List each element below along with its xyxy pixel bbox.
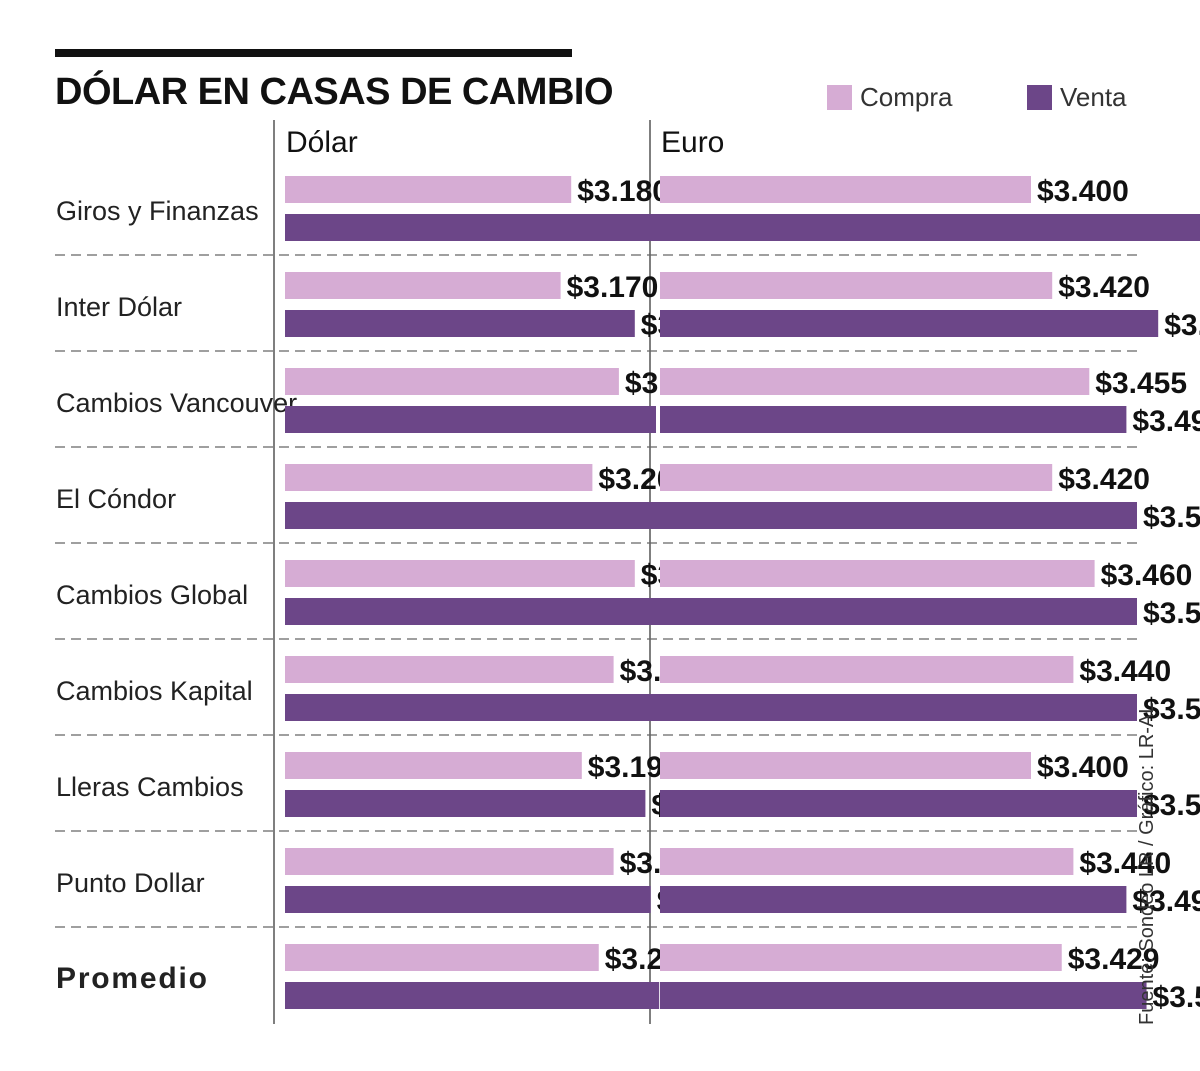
value-label-compra-euro: $3.420 <box>1058 463 1150 496</box>
bar-venta-euro <box>660 790 1137 817</box>
value-label-venta-euro: $3.490 <box>1132 885 1200 918</box>
panel-header-euro: Euro <box>661 126 724 159</box>
bar-venta-euro <box>660 886 1127 913</box>
bar-venta-dolar <box>285 982 660 1009</box>
source-note: Fuente: Sondeo LR / Gráfico: LR-AL <box>1136 702 1158 1025</box>
bar-venta-euro <box>660 214 1200 241</box>
bar-venta-dolar <box>285 694 662 721</box>
chart-title: DÓLAR EN CASAS DE CAMBIO <box>55 71 614 113</box>
bar-venta-dolar <box>285 214 676 241</box>
value-label-venta-euro: $3.500 <box>1143 597 1200 630</box>
bar-venta-dolar <box>285 598 672 625</box>
title-rule <box>55 49 572 57</box>
value-label-compra-euro: $3.440 <box>1079 847 1171 880</box>
category-label: Punto Dollar <box>56 868 205 898</box>
bar-compra-euro <box>660 752 1031 779</box>
bar-venta-euro <box>660 982 1147 1009</box>
bar-venta-dolar <box>285 502 678 529</box>
bar-compra-dolar <box>285 848 614 875</box>
panel-header-dolar: Dólar <box>286 126 358 159</box>
bar-compra-dolar <box>285 560 635 587</box>
legend-venta: Venta <box>1027 81 1127 112</box>
value-label-venta-euro: $3.500 <box>1143 789 1200 822</box>
legend-compra-label: Compra <box>860 81 953 112</box>
value-label-compra-dolar: $3.180 <box>577 175 669 208</box>
category-label: Cambios Kapital <box>56 676 253 706</box>
value-label-compra-euro: $3.400 <box>1037 175 1129 208</box>
bar-compra-dolar <box>285 944 599 971</box>
bar-compra-euro <box>660 560 1095 587</box>
bar-venta-euro <box>660 694 1137 721</box>
bar-compra-dolar <box>285 368 619 395</box>
bar-venta-dolar <box>285 310 635 337</box>
value-label-compra-euro: $3.440 <box>1079 655 1171 688</box>
bar-venta-euro <box>660 598 1137 625</box>
value-label-venta-euro: $3.500 <box>1143 693 1200 726</box>
category-label: Promedio <box>56 962 207 995</box>
bar-compra-dolar <box>285 656 614 683</box>
bar-compra-euro <box>660 464 1053 491</box>
bar-compra-euro <box>660 176 1031 203</box>
value-label-compra-euro: $3.400 <box>1037 751 1129 784</box>
value-label-venta-euro: $3.520 <box>1164 309 1200 342</box>
legend-compra-swatch <box>827 84 852 110</box>
category-label: Inter Dólar <box>56 292 182 322</box>
value-label-compra-euro: $3.455 <box>1095 367 1187 400</box>
legend-compra: Compra <box>827 81 953 112</box>
bar-compra-euro <box>660 272 1053 299</box>
legend-venta-label: Venta <box>1060 81 1127 112</box>
bar-compra-dolar <box>285 464 593 491</box>
category-label: Cambios Vancouver <box>56 388 297 418</box>
legend-venta-swatch <box>1027 84 1052 110</box>
bar-compra-dolar <box>285 752 582 779</box>
bar-venta-dolar <box>285 886 651 913</box>
bar-venta-dolar <box>285 790 646 817</box>
bar-compra-euro <box>660 944 1062 971</box>
category-label: Cambios Global <box>56 580 248 610</box>
value-label-venta-euro: $3.500 <box>1143 501 1200 534</box>
value-label-venta-euro: $3.490 <box>1132 405 1200 438</box>
bar-compra-euro <box>660 368 1090 395</box>
category-label: El Cóndor <box>56 484 176 514</box>
value-label-venta-euro: $3.509 <box>1153 981 1200 1014</box>
value-label-compra-euro: $3.429 <box>1068 943 1160 976</box>
bar-venta-dolar <box>285 406 656 433</box>
bar-compra-dolar <box>285 272 561 299</box>
bar-compra-dolar <box>285 176 572 203</box>
bar-compra-euro <box>660 848 1074 875</box>
bar-venta-euro <box>660 502 1137 529</box>
bar-venta-euro <box>660 310 1159 337</box>
category-label: Lleras Cambios <box>56 772 244 802</box>
value-label-compra-euro: $3.460 <box>1101 559 1193 592</box>
category-label: Giros y Finanzas <box>56 196 259 226</box>
bar-venta-euro <box>660 406 1127 433</box>
bar-compra-euro <box>660 656 1074 683</box>
value-label-compra-dolar: $3.170 <box>567 271 659 304</box>
value-label-compra-euro: $3.420 <box>1058 271 1150 304</box>
